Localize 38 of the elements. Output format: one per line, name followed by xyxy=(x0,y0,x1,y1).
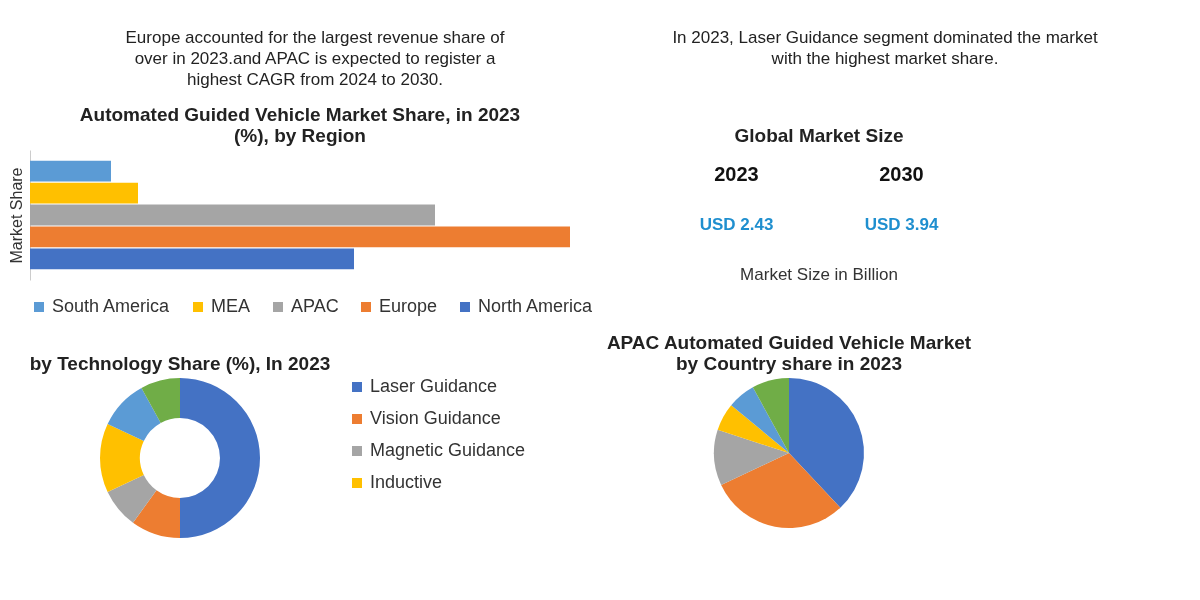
text: Global Market Size xyxy=(734,125,904,146)
legend-label: Inductive xyxy=(370,472,443,492)
text: In 2023, Laser Guidance segment dominated the market with the highest market share. xyxy=(672,28,1098,68)
text: USD 2.43 xyxy=(699,215,774,234)
donut-slice xyxy=(132,490,180,538)
text: Market Size in Billion xyxy=(740,265,898,284)
legend-label: Europe xyxy=(379,296,438,316)
pie-slice xyxy=(731,387,789,453)
legend-label: MEA xyxy=(211,296,251,316)
legend-label: North America xyxy=(478,296,594,316)
chart-title: Automated Guided Vehicle Market Share, in 2023 (%), by Region xyxy=(79,104,521,146)
pie-slice xyxy=(721,453,841,528)
donut-slice xyxy=(100,423,144,493)
donut-slice xyxy=(107,387,161,441)
pie-slice xyxy=(714,429,789,485)
text: 2030 xyxy=(879,163,924,185)
bar xyxy=(30,182,138,204)
donut-slice xyxy=(141,378,180,423)
legend-label: Laser Guidance xyxy=(370,376,498,396)
donut-slice xyxy=(180,378,260,538)
text: USD 3.94 xyxy=(864,215,939,234)
bar xyxy=(30,160,111,182)
chart-title: by Technology Share (%), In 2023 xyxy=(29,353,331,374)
chart-title: APAC Automated Guided Vehicle Market by Country share in 2023 xyxy=(606,332,972,374)
pie-slice xyxy=(752,378,789,453)
bar xyxy=(30,204,435,226)
legend-label: Magnetic Guidance xyxy=(370,440,526,460)
legend-label: South America xyxy=(52,296,171,316)
legend-label: Vision Guidance xyxy=(370,408,501,428)
bar xyxy=(30,248,354,270)
y-axis-title: Market Share xyxy=(7,167,25,264)
text: Europe accounted for the largest revenue share of over in 2023.and APAC is expected to register a highest CAGR from 2024 to 2030. xyxy=(125,28,505,89)
pie-slice xyxy=(789,378,864,508)
pie-slice xyxy=(717,405,789,453)
bar xyxy=(30,226,570,248)
donut-slice xyxy=(107,475,157,523)
legend-label: APAC xyxy=(291,296,339,316)
text: 2023 xyxy=(714,163,759,185)
